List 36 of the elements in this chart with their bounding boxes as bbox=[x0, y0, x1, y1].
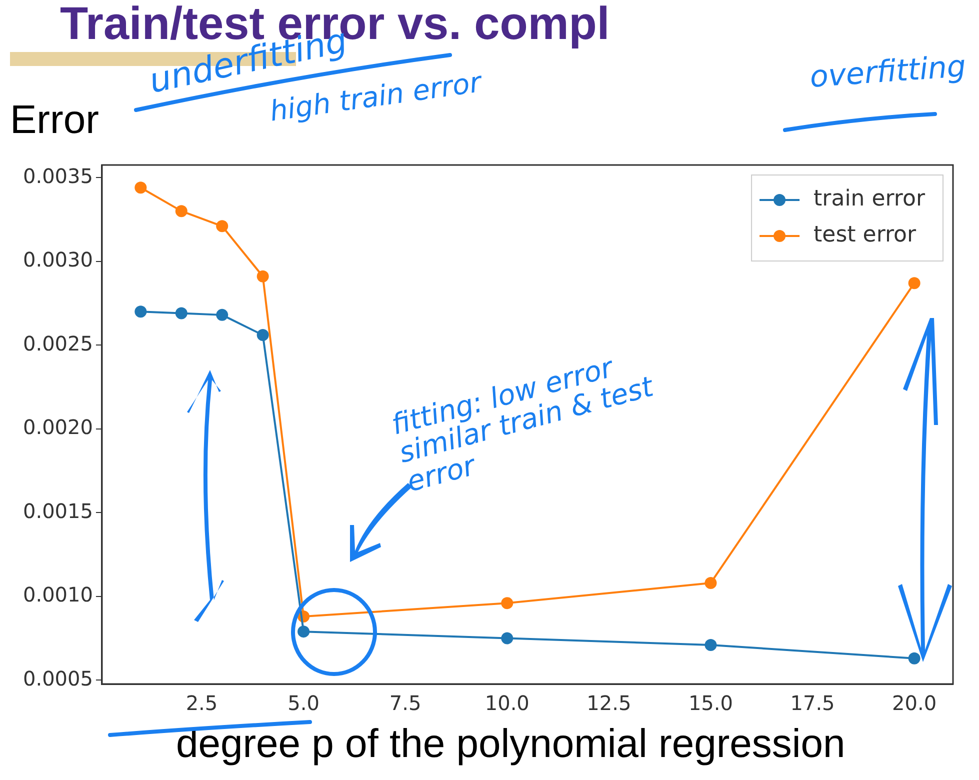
point bbox=[256, 270, 269, 282]
y-tick-label: 0.0005 bbox=[22, 666, 93, 690]
y-tick-label: 0.0015 bbox=[22, 498, 93, 523]
y-axis-title: Error bbox=[10, 98, 99, 143]
point bbox=[501, 632, 514, 644]
point bbox=[175, 205, 188, 218]
y-tick-label: 0.0035 bbox=[22, 164, 93, 188]
x-axis-title: degree p of the polynomial regression bbox=[176, 722, 846, 767]
text: overfitting bbox=[808, 49, 968, 95]
point bbox=[134, 182, 147, 194]
y-tick-label: 0.0020 bbox=[22, 415, 93, 440]
point bbox=[175, 307, 188, 320]
point bbox=[704, 576, 717, 589]
x-tick-label: 17.5 bbox=[790, 691, 835, 716]
point bbox=[298, 626, 310, 638]
point bbox=[256, 329, 269, 342]
x-tick-label: 15.0 bbox=[688, 691, 733, 716]
point bbox=[908, 652, 920, 664]
point bbox=[216, 220, 228, 232]
point bbox=[501, 597, 514, 610]
x-tick-label: 5.0 bbox=[288, 691, 320, 716]
point bbox=[216, 308, 228, 321]
legend-label: test error bbox=[814, 222, 917, 248]
y-tick-label: 0.0025 bbox=[22, 331, 93, 356]
point bbox=[704, 638, 717, 651]
x-tick-label: 2.5 bbox=[186, 691, 218, 716]
x-tick-label: 12.5 bbox=[586, 691, 632, 716]
x-tick-label: 20.0 bbox=[892, 691, 937, 716]
point bbox=[134, 306, 147, 318]
y-tick-label: 0.0010 bbox=[22, 582, 93, 607]
point bbox=[908, 277, 920, 290]
x-tick-label: 7.5 bbox=[389, 691, 422, 716]
x-tick-label: 10.0 bbox=[484, 691, 530, 716]
y-tick-label: 0.0030 bbox=[22, 248, 93, 272]
annotation: fitting: low error similar train & test error bbox=[388, 350, 658, 498]
legend-label: train error bbox=[814, 186, 926, 212]
